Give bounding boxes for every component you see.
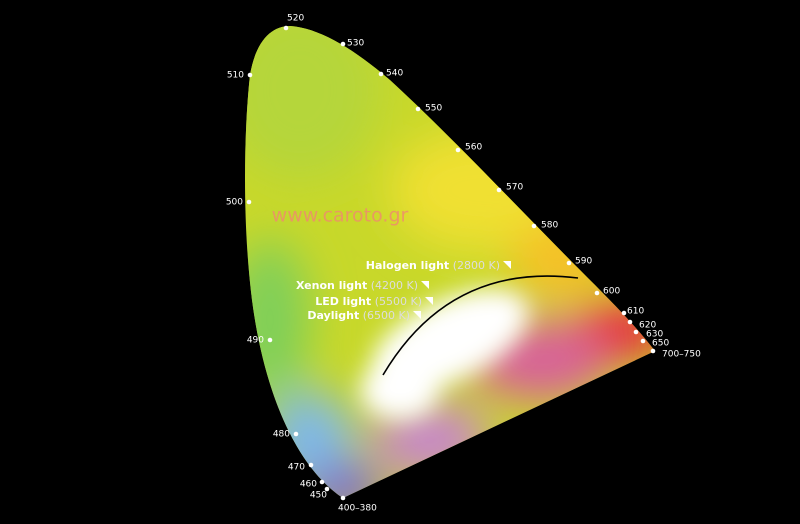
- wavelength-dot: [246, 199, 252, 205]
- source-temperature: (5500 K): [375, 295, 422, 308]
- wavelength-labels: 520 530 540 550 560 570 580 590 600 610 6206306507…: [226, 14, 701, 514]
- wavelength-label: 450: [310, 491, 327, 501]
- wavelength-label: 610: [627, 307, 644, 317]
- light-source-labels: Halogen light (2800 K) Xenon light (4200 …: [296, 259, 511, 322]
- wavelength-dot: [308, 462, 314, 468]
- wavelength-dot: [566, 260, 572, 266]
- source-marker: [413, 311, 421, 319]
- wavelength-label: 470: [288, 463, 305, 473]
- wavelength-label: 590: [575, 257, 592, 267]
- wavelength-label: 510: [227, 71, 244, 81]
- light-source-label: Xenon light (4200 K): [296, 279, 418, 292]
- source-marker: [503, 261, 511, 269]
- wavelength-label: 570: [506, 183, 523, 193]
- wavelength-dot: [594, 290, 600, 296]
- wavelength-dot: [324, 486, 330, 492]
- wavelength-label: 580: [541, 221, 558, 231]
- light-source-label: Halogen light (2800 K): [366, 259, 500, 272]
- wavelength-dot: [621, 310, 627, 316]
- wavelength-label: 700–750: [662, 350, 701, 360]
- wavelength-dot: [319, 479, 325, 485]
- source-name: Xenon light: [296, 279, 367, 292]
- source-name: Halogen light: [366, 259, 449, 272]
- wavelength-label: 530: [347, 39, 364, 49]
- source-name: LED light: [315, 295, 371, 308]
- wavelength-label: 650: [652, 339, 669, 349]
- source-name: Daylight: [307, 309, 359, 322]
- light-source-label: Daylight (6500 K): [307, 309, 410, 322]
- wavelength-dot: [496, 187, 502, 193]
- light-source-label: LED light (5500 K): [315, 295, 422, 308]
- wavelength-dot: [247, 72, 253, 78]
- wavelength-dot: [283, 25, 289, 31]
- wavelength-label: 550: [425, 104, 442, 114]
- wavelength-label: 630: [646, 330, 663, 340]
- wavelength-dot: [340, 41, 346, 47]
- source-temperature: (2800 K): [453, 259, 500, 272]
- wavelength-dot: [650, 348, 656, 354]
- source-marker: [421, 281, 429, 289]
- wavelength-dot: [531, 223, 537, 229]
- wavelength-dot: [627, 319, 633, 325]
- wavelength-label: 460: [300, 480, 317, 490]
- wavelength-label: 490: [247, 336, 264, 346]
- wavelength-dot: [378, 71, 384, 77]
- wavelength-dot: [633, 329, 639, 335]
- wavelength-label: 560: [465, 143, 482, 153]
- watermark: www.caroto.gr: [272, 205, 409, 227]
- source-temperature: (6500 K): [363, 309, 410, 322]
- planckian-locus: [382, 275, 579, 376]
- wavelength-dot: [340, 495, 346, 501]
- wavelength-label: 520: [287, 14, 304, 24]
- wavelength-label: 400–380: [338, 504, 377, 514]
- wavelength-dot: [267, 337, 273, 343]
- wavelength-label: 600: [603, 287, 620, 297]
- wavelength-dot: [640, 338, 646, 344]
- wavelength-label: 620: [639, 321, 656, 331]
- wavelength-dot: [415, 106, 421, 112]
- wavelength-dot: [293, 431, 299, 437]
- wavelength-dot: [455, 147, 461, 153]
- wavelength-label: 480: [273, 430, 290, 440]
- wavelength-label: 500: [226, 198, 243, 208]
- source-marker: [425, 297, 433, 305]
- source-temperature: (4200 K): [371, 279, 418, 292]
- wavelength-label: 540: [386, 69, 403, 79]
